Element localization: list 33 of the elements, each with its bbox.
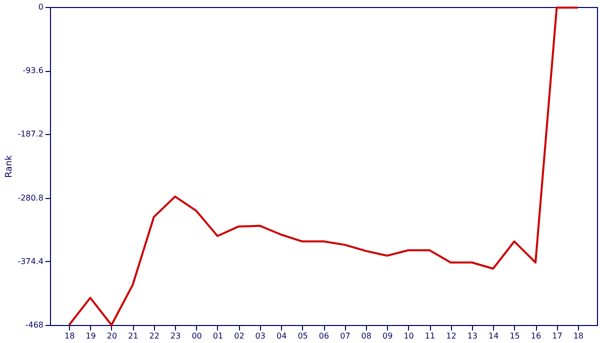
- x-tick-label: 10: [404, 332, 414, 340]
- x-tick-label: 18: [573, 332, 584, 340]
- x-tick-label: 07: [340, 332, 350, 340]
- x-tick-label: 11: [424, 332, 436, 340]
- x-tick-label: 21: [128, 332, 138, 340]
- x-tick-label: 20: [106, 332, 118, 340]
- line-series: [68, 6, 579, 326]
- y-tick-label: -93.6: [22, 66, 44, 76]
- x-tick-label: 09: [382, 332, 393, 340]
- x-tick-label: 18: [64, 332, 75, 340]
- x-tick-label: 02: [234, 332, 244, 340]
- x-tick-label: 15: [510, 332, 520, 340]
- x-tick-label: 05: [298, 332, 308, 340]
- y-axis-title: Rank: [4, 154, 15, 178]
- x-tick-label: 22: [149, 332, 160, 340]
- x-tick-label: 14: [488, 332, 499, 340]
- x-tick-label: 19: [86, 332, 96, 340]
- x-tick-label: 16: [530, 332, 542, 340]
- x-tick-label: 06: [318, 332, 330, 340]
- y-tick-label: -280.8: [18, 193, 44, 202]
- x-tick-label: 08: [361, 332, 372, 340]
- x-tick-label: 00: [192, 332, 202, 340]
- x-tick-label: 13: [467, 332, 478, 340]
- y-tick-label: -468: [25, 320, 44, 330]
- y-tick-label: 0: [38, 2, 44, 12]
- x-tick-label: 01: [212, 332, 224, 340]
- x-tick-label: 03: [255, 332, 266, 340]
- y-tick-label: -374.4: [18, 256, 44, 266]
- x-tick-label: 12: [446, 332, 456, 340]
- x-tick-label: 17: [552, 332, 562, 340]
- x-tick-label: 04: [276, 332, 287, 340]
- x-tick-label: 23: [170, 332, 181, 340]
- y-tick-label: -187.2: [18, 130, 44, 139]
